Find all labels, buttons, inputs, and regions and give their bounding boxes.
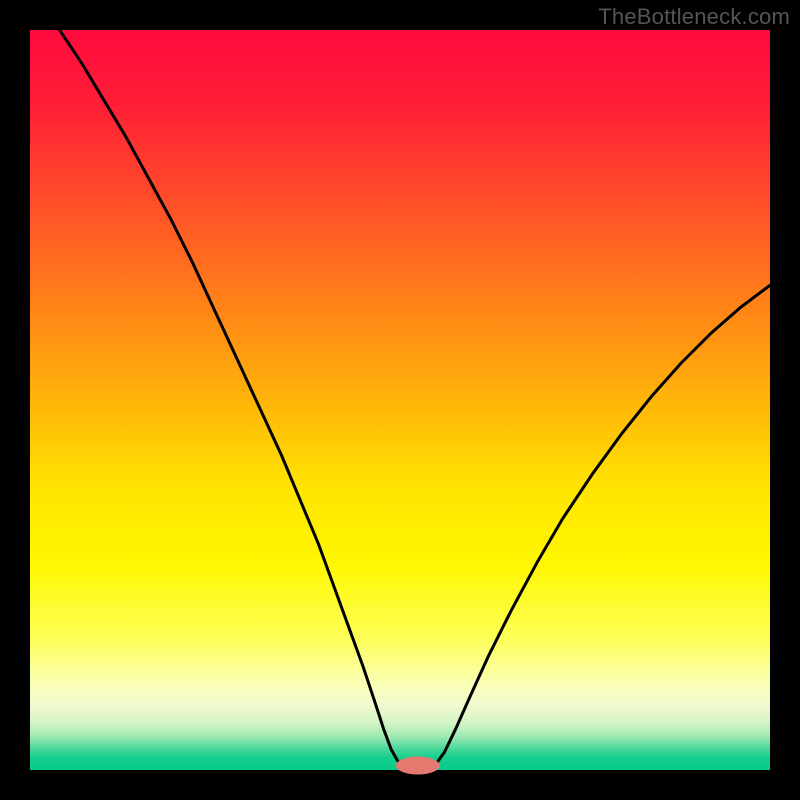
watermark-text: TheBottleneck.com: [598, 4, 790, 30]
optimal-point-marker: [396, 757, 440, 775]
plot-background: [30, 30, 770, 770]
chart-stage: TheBottleneck.com: [0, 0, 800, 800]
bottleneck-chart: [0, 0, 800, 800]
